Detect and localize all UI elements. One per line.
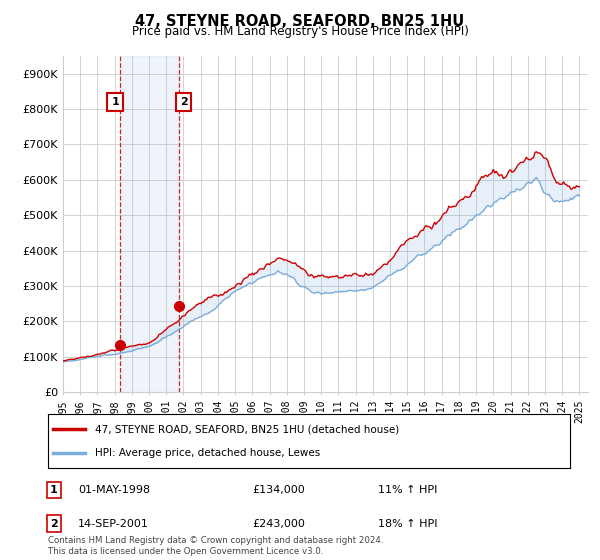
Text: £243,000: £243,000	[252, 519, 305, 529]
Text: 1: 1	[50, 485, 58, 495]
Text: HPI: Average price, detached house, Lewes: HPI: Average price, detached house, Lewe…	[95, 447, 320, 458]
Text: 2: 2	[50, 519, 58, 529]
Text: 47, STEYNE ROAD, SEAFORD, BN25 1HU (detached house): 47, STEYNE ROAD, SEAFORD, BN25 1HU (deta…	[95, 424, 399, 435]
Text: Contains HM Land Registry data © Crown copyright and database right 2024.
This d: Contains HM Land Registry data © Crown c…	[48, 536, 383, 556]
Text: £134,000: £134,000	[252, 485, 305, 495]
Text: 14-SEP-2001: 14-SEP-2001	[78, 519, 149, 529]
Text: 47, STEYNE ROAD, SEAFORD, BN25 1HU: 47, STEYNE ROAD, SEAFORD, BN25 1HU	[136, 14, 464, 29]
Text: Price paid vs. HM Land Registry's House Price Index (HPI): Price paid vs. HM Land Registry's House …	[131, 25, 469, 38]
Text: 01-MAY-1998: 01-MAY-1998	[78, 485, 150, 495]
Text: 18% ↑ HPI: 18% ↑ HPI	[378, 519, 437, 529]
Bar	[121, 56, 179, 392]
Text: 11% ↑ HPI: 11% ↑ HPI	[378, 485, 437, 495]
Text: 2: 2	[180, 97, 188, 107]
Text: 1: 1	[111, 97, 119, 107]
